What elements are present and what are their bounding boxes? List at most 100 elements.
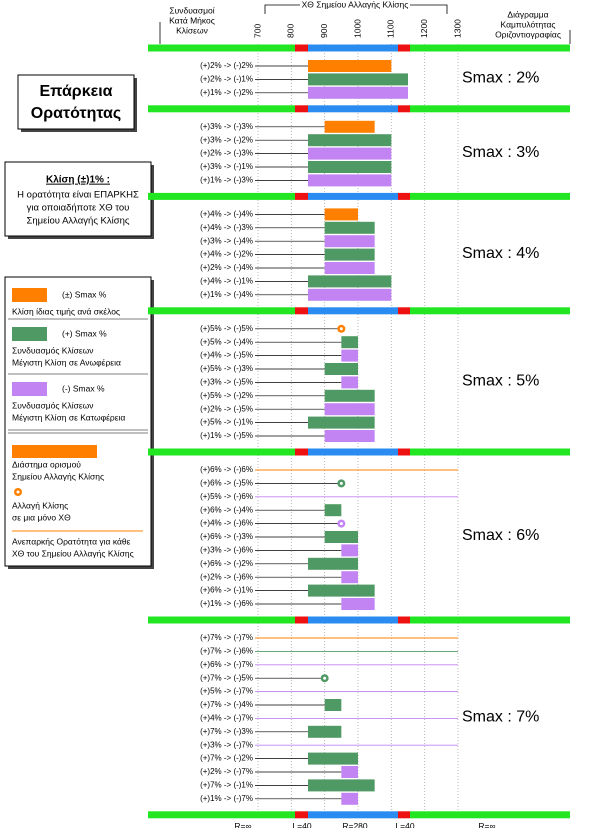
- curvature-strip: [295, 44, 308, 52]
- single-point-center: [323, 676, 327, 680]
- curvature-strip: [410, 811, 570, 819]
- curvature-strip: [398, 616, 410, 624]
- title-line: Ορατότητας: [31, 105, 121, 122]
- range-bar: [308, 416, 375, 429]
- legend-label: (-) Smax %: [62, 383, 105, 393]
- legend-swatch: [12, 382, 47, 396]
- row-label: (+)7% -> (-)4%: [200, 700, 253, 709]
- curvature-label: R=280: [342, 821, 368, 828]
- curvature-strip: [308, 307, 398, 315]
- curvature-strip: [308, 105, 398, 113]
- header-text: Διάγραμμα: [507, 9, 548, 19]
- row-label: (+)3% -> (-)6%: [200, 546, 253, 555]
- legend-desc: Μέγιστη Κλίση σε Ανωφέρεια: [12, 357, 121, 367]
- smax-label: Smax : 5%: [462, 373, 539, 390]
- curvature-strip: [148, 44, 295, 52]
- curvature-strip: [295, 192, 308, 200]
- range-bar: [308, 147, 392, 160]
- row-label: (+)6% -> (-)6%: [200, 465, 253, 474]
- range-bar: [308, 86, 408, 99]
- range-bar: [341, 336, 358, 349]
- range-bar: [324, 389, 375, 402]
- range-bar: [324, 208, 358, 221]
- curvature-label: L=40: [292, 821, 311, 828]
- range-bar: [324, 699, 342, 711]
- row-label: (+)7% -> (-)7%: [200, 633, 253, 642]
- curvature-label: R=∞: [478, 821, 495, 828]
- range-bar: [308, 752, 358, 765]
- row-label: (+)4% -> (-)5%: [200, 351, 253, 360]
- x-tick-label: 1200: [419, 19, 429, 38]
- range-bar: [324, 120, 375, 133]
- range-bar: [324, 363, 358, 375]
- range-bar: [324, 235, 375, 248]
- legend-desc: Συνδυασμός Κλίσεων: [12, 400, 94, 410]
- range-bar: [324, 430, 375, 442]
- curvature-label: R=∞: [234, 821, 251, 828]
- x-tick-label: 1000: [352, 19, 362, 38]
- row-label: (+)3% -> (-)5%: [200, 378, 253, 387]
- row-label: (+)4% -> (-)2%: [200, 250, 253, 259]
- note-title: Κλίση (±)1% :: [46, 175, 110, 186]
- range-bar: [324, 221, 375, 234]
- range-bar: [308, 275, 392, 288]
- row-label: (+)2% -> (-)6%: [200, 572, 253, 581]
- title-box: Επάρκεια Ορατότητας: [17, 74, 137, 132]
- header-text: Συνδυασμοί: [169, 5, 214, 15]
- row-label: (+)2% -> (-)5%: [200, 404, 253, 413]
- range-bar: [341, 571, 358, 584]
- range-bar: [308, 60, 392, 72]
- x-tick-label: 900: [319, 24, 329, 38]
- legend-desc: Συνδυασμός Κλίσεων: [12, 345, 94, 355]
- range-bar: [308, 288, 392, 301]
- curvature-strip: [148, 105, 295, 113]
- row-label: (+)5% -> (-)1%: [200, 418, 253, 427]
- curvature-strip: [398, 44, 410, 52]
- curvature-strip: [410, 307, 570, 315]
- curvature-strip: [308, 44, 398, 52]
- note-line: για οποιαδήποτε ΧΘ του: [27, 203, 130, 214]
- row-label: (+)5% -> (-)2%: [200, 391, 253, 400]
- curvature-strip: [308, 448, 398, 456]
- row-label: (+)2% -> (-)3%: [200, 149, 253, 158]
- axis-bracket: [264, 4, 300, 14]
- row-label: (+)1% -> (-)3%: [200, 176, 253, 185]
- row-label: (+)6% -> (-)2%: [200, 559, 253, 568]
- header-text: Καμπυλότητας: [501, 19, 556, 29]
- x-tick-label: 800: [286, 24, 296, 38]
- row-label: (+)5% -> (-)6%: [200, 492, 253, 501]
- range-bar: [308, 725, 342, 738]
- title-line: Επάρκεια: [39, 83, 112, 100]
- curvature-strip: [410, 105, 570, 113]
- curvature-strip: [308, 616, 398, 624]
- row-label: (+)2% -> (-)1%: [200, 75, 253, 84]
- row-label: (+)2% -> (-)4%: [200, 263, 253, 272]
- legend-desc: σε μια μόνο ΧΘ: [12, 512, 71, 522]
- range-bar: [324, 403, 375, 416]
- curvature-strip: [148, 811, 295, 819]
- curvature-strip: [398, 448, 410, 456]
- curvature-label: L=40: [395, 821, 414, 828]
- row-label: (+)2% -> (-)7%: [200, 767, 253, 776]
- smax-label: Smax : 2%: [462, 70, 539, 87]
- range-bar: [308, 73, 408, 86]
- row-label: (+)5% -> (-)4%: [200, 337, 253, 346]
- row-label: (+)1% -> (-)2%: [200, 88, 253, 97]
- row-label: (+)3% -> (-)2%: [200, 135, 253, 144]
- row-label: (+)4% -> (-)1%: [200, 277, 253, 286]
- x-tick-label: 700: [252, 24, 262, 38]
- curvature-strip: [308, 811, 398, 819]
- legend-swatch: [12, 327, 47, 341]
- legend-desc: Μέγιστη Κλίση σε Κατωφέρεια: [12, 412, 125, 422]
- header-text: Κατά Μήκος: [169, 15, 215, 25]
- legend-desc: Διάστημα ορισμού: [12, 459, 81, 469]
- header: Συνδυασμοί Κατά Μήκος Κλίσεων ΧΘ Σημείου…: [159, 0, 571, 44]
- smax-label: Smax : 4%: [462, 245, 539, 262]
- range-bar: [308, 779, 375, 792]
- legend-desc: Κλίση ίδιας τιμής ανά σκέλος: [12, 306, 120, 316]
- curvature-strip: [295, 616, 308, 624]
- smax-label: Smax : 7%: [462, 709, 539, 726]
- row-label: (+)6% -> (-)5%: [200, 479, 253, 488]
- box: [4, 276, 152, 567]
- range-bar: [324, 262, 375, 274]
